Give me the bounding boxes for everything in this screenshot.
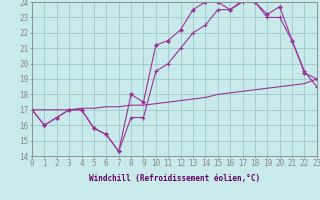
X-axis label: Windchill (Refroidissement éolien,°C): Windchill (Refroidissement éolien,°C) [89, 174, 260, 183]
